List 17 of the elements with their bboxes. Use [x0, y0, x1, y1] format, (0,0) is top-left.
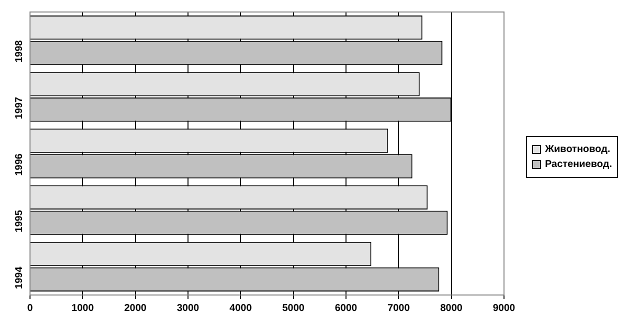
x-tick-label: 0: [27, 302, 34, 314]
x-tick-label: 5000: [282, 302, 305, 314]
x-tick-label: 4000: [230, 302, 252, 314]
text: Растениевод.: [545, 159, 612, 170]
x-tick-label: 6000: [334, 302, 358, 314]
x-tick-label: 2000: [124, 302, 147, 314]
x-tick-label: 9000: [492, 302, 516, 314]
y-tick-label: 1996: [14, 153, 25, 176]
x-tick-label: 1000: [72, 302, 94, 314]
legend-label: Животновод.: [545, 144, 610, 155]
y-tick-label: 1994: [14, 266, 25, 289]
x-tick-label: 3000: [176, 302, 200, 314]
x-tick-label: 8000: [440, 302, 463, 314]
y-tick-label: 1995: [14, 210, 25, 232]
y-tick-label: 1998: [14, 40, 25, 63]
x-tick-label: 7000: [388, 302, 410, 314]
y-tick-label: 1997: [14, 96, 25, 120]
